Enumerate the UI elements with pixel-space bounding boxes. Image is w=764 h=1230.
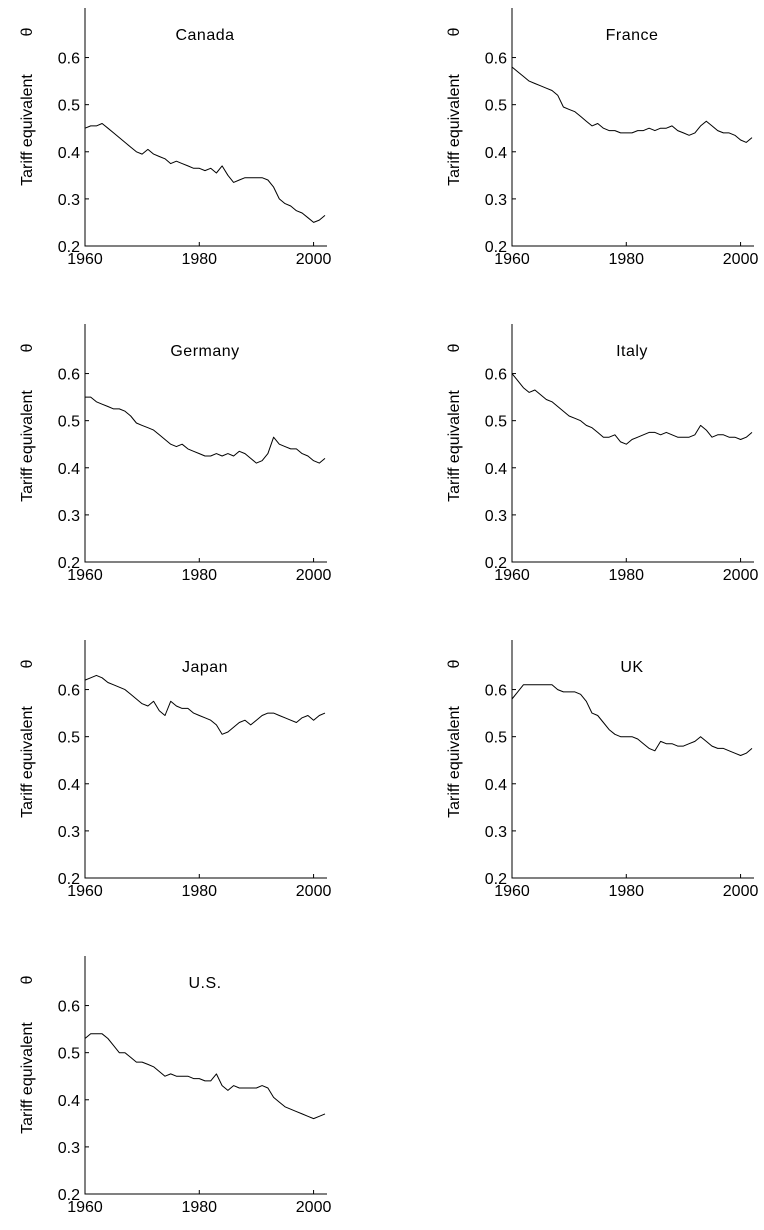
x-tick-label: 2000 [723,251,759,268]
y-tick-label: 0.4 [58,1093,80,1110]
panel-title: UK [620,659,643,676]
x-tick-label: 1980 [608,251,644,268]
y-tick-label: 0.6 [485,367,507,384]
x-tick-label: 1980 [181,251,217,268]
panel-title: U.S. [188,975,221,992]
y-tick-label: 0.5 [58,414,80,431]
y-axis-label: Tariff equivalent [446,706,463,818]
panel-title: Canada [175,27,234,44]
y-axis-label: Tariff equivalent [19,390,36,502]
y-tick-label: 0.5 [58,730,80,747]
y-tick-label: 0.2 [58,1187,80,1204]
y-axis-label: Tariff equivalent [19,74,36,186]
panel-japan: 0.2 0.3 0.4 0.5 0.6 1960 1980 2000 Tariff equiva… [19,640,331,900]
y-axis-label: Tariff equivalent [446,390,463,502]
series-line [84,123,326,223]
y-tick-label: 0.6 [58,51,80,68]
y-tick-label: 0.2 [58,871,80,888]
x-tick-label: 2000 [723,883,759,900]
y-tick-label: 0.5 [58,1046,80,1063]
y-tick-label: 0.5 [485,98,507,115]
y-axis-symbol: θ [19,975,36,984]
series-line [84,1033,326,1120]
panel-italy: 0.2 0.3 0.4 0.5 0.6 1960 1980 2000 Tariff equiva… [446,324,758,584]
x-tick-label: 1960 [67,251,103,268]
panel-title: France [606,27,659,44]
x-tick-label: 1960 [494,251,530,268]
y-axis-symbol: θ [446,659,463,668]
y-tick-label: 0.6 [58,999,80,1016]
y-tick-label: 0.2 [58,555,80,572]
y-tick-label: 0.4 [485,461,507,478]
y-axis-label: Tariff equivalent [19,706,36,818]
panel-uk: 0.2 0.3 0.4 0.5 0.6 1960 1980 2000 Tariff equiva… [446,640,758,900]
y-tick-label: 0.4 [58,145,80,162]
y-tick-label: 0.2 [485,871,507,888]
y-tick-label: 0.2 [485,555,507,572]
y-tick-label: 0.2 [485,239,507,256]
series-line [85,396,326,464]
panel-canada: 0.2 0.3 0.4 0.5 0.6 1960 1980 2000 Tariff equiva… [19,8,331,268]
y-axis-symbol: θ [19,343,36,352]
series-line [511,66,753,143]
y-tick-label: 0.6 [58,367,80,384]
series-line [511,684,753,756]
y-tick-label: 0.3 [58,192,80,209]
x-tick-label: 1980 [181,1199,217,1216]
y-axis-label: Tariff equivalent [19,1022,36,1134]
y-tick-label: 0.6 [485,683,507,700]
y-axis-symbol: θ [19,659,36,668]
y-axis-symbol: θ [446,343,463,352]
x-tick-label: 1980 [608,883,644,900]
panel-u-s: 0.2 0.3 0.4 0.5 0.6 1960 1980 2000 Tariff equiva… [19,956,331,1216]
y-tick-label: 0.3 [58,824,80,841]
y-tick-label: 0.3 [485,824,507,841]
y-tick-label: 0.3 [58,1140,80,1157]
x-tick-label: 1980 [608,567,644,584]
x-tick-label: 1960 [494,883,530,900]
y-tick-label: 0.4 [58,461,80,478]
y-axis-label: Tariff equivalent [446,74,463,186]
y-tick-label: 0.4 [485,777,507,794]
series-line [84,674,326,735]
y-tick-label: 0.4 [485,145,507,162]
panel-title: Japan [182,659,228,676]
x-tick-label: 1980 [181,567,217,584]
panel-france: 0.2 0.3 0.4 0.5 0.6 1960 1980 2000 Tariff equiva… [446,8,758,268]
x-tick-label: 2000 [723,567,759,584]
y-tick-label: 0.5 [485,414,507,431]
panel-title: Germany [170,343,239,360]
y-tick-label: 0.5 [485,730,507,747]
x-tick-label: 2000 [296,883,332,900]
x-tick-label: 1960 [67,883,103,900]
y-tick-label: 0.3 [485,192,507,209]
y-axis-symbol: θ [19,27,36,36]
panel-germany: 0.2 0.3 0.4 0.5 0.6 1960 1980 2000 Tariff equiva… [19,324,331,584]
x-tick-label: 1980 [181,883,217,900]
x-tick-label: 2000 [296,251,332,268]
y-tick-label: 0.4 [58,777,80,794]
x-tick-label: 2000 [296,567,332,584]
y-tick-label: 0.5 [58,98,80,115]
y-axis-symbol: θ [446,27,463,36]
x-tick-label: 1960 [67,567,103,584]
x-tick-label: 1960 [67,1199,103,1216]
y-tick-label: 0.2 [58,239,80,256]
y-tick-label: 0.3 [58,508,80,525]
series-line [511,373,753,445]
x-tick-label: 2000 [296,1199,332,1216]
y-tick-label: 0.3 [485,508,507,525]
panel-title: Italy [616,343,648,360]
y-tick-label: 0.6 [485,51,507,68]
y-tick-label: 0.6 [58,683,80,700]
x-tick-label: 1960 [494,567,530,584]
